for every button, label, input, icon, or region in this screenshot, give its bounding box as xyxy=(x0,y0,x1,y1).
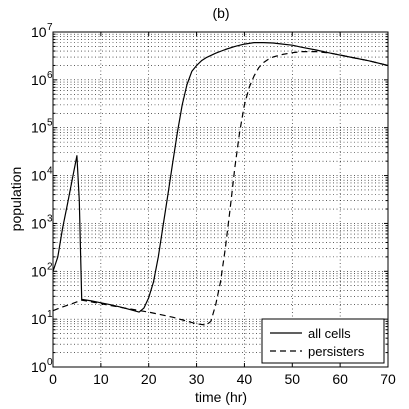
x-tick-label: 60 xyxy=(332,371,348,387)
y-tick-label: 10 0 xyxy=(31,357,53,375)
chart-title: (b) xyxy=(212,5,229,21)
x-tick-label: 0 xyxy=(49,371,57,387)
y-tick-label: 10 1 xyxy=(31,309,53,327)
y-tick-label: 10 7 xyxy=(31,22,53,40)
y-tick-base: 10 xyxy=(31,215,47,231)
y-tick-exponent: 7 xyxy=(47,22,53,33)
y-tick-base: 10 xyxy=(31,168,47,184)
x-tick-label: 10 xyxy=(93,371,109,387)
legend-label: all cells xyxy=(308,326,351,341)
x-tick-label: 40 xyxy=(237,371,253,387)
y-tick-exponent: 1 xyxy=(47,309,53,320)
legend: all cells persisters xyxy=(261,318,385,364)
y-tick-exponent: 2 xyxy=(47,261,53,272)
x-axis-label: time (hr) xyxy=(195,389,247,405)
y-tick-label: 10 3 xyxy=(31,213,53,231)
legend-box xyxy=(261,318,385,364)
series-line-persisters xyxy=(52,50,389,326)
y-tick-label: 10 2 xyxy=(31,261,53,279)
y-tick-base: 10 xyxy=(31,120,47,136)
x-tick-labels: 0 10 20 30 40 50 60 70 xyxy=(49,371,396,387)
legend-label: persisters xyxy=(308,344,365,359)
x-tick-label: 20 xyxy=(141,371,157,387)
x-tick-label: 30 xyxy=(189,371,205,387)
x-tick-label: 50 xyxy=(284,371,300,387)
y-tick-base: 10 xyxy=(31,359,47,375)
y-tick-exponent: 6 xyxy=(47,70,53,81)
y-tick-exponent: 0 xyxy=(47,357,53,368)
x-tick-label: 70 xyxy=(380,371,396,387)
y-tick-exponent: 5 xyxy=(47,118,53,129)
y-tick-label: 10 6 xyxy=(31,70,53,88)
y-tick-base: 10 xyxy=(31,24,47,40)
series-layer xyxy=(52,41,389,326)
plot-frame xyxy=(52,31,389,368)
tick-marks xyxy=(52,32,389,368)
y-tick-label: 10 4 xyxy=(31,166,53,184)
series-line-all-cells xyxy=(52,41,389,313)
grid xyxy=(53,32,388,367)
y-tick-exponent: 4 xyxy=(47,166,53,177)
y-tick-exponent: 3 xyxy=(47,213,53,224)
y-tick-base: 10 xyxy=(31,311,47,327)
y-tick-base: 10 xyxy=(31,72,47,88)
y-axis-label: population xyxy=(8,167,24,232)
y-tick-label: 10 5 xyxy=(31,118,53,136)
y-tick-base: 10 xyxy=(31,263,47,279)
